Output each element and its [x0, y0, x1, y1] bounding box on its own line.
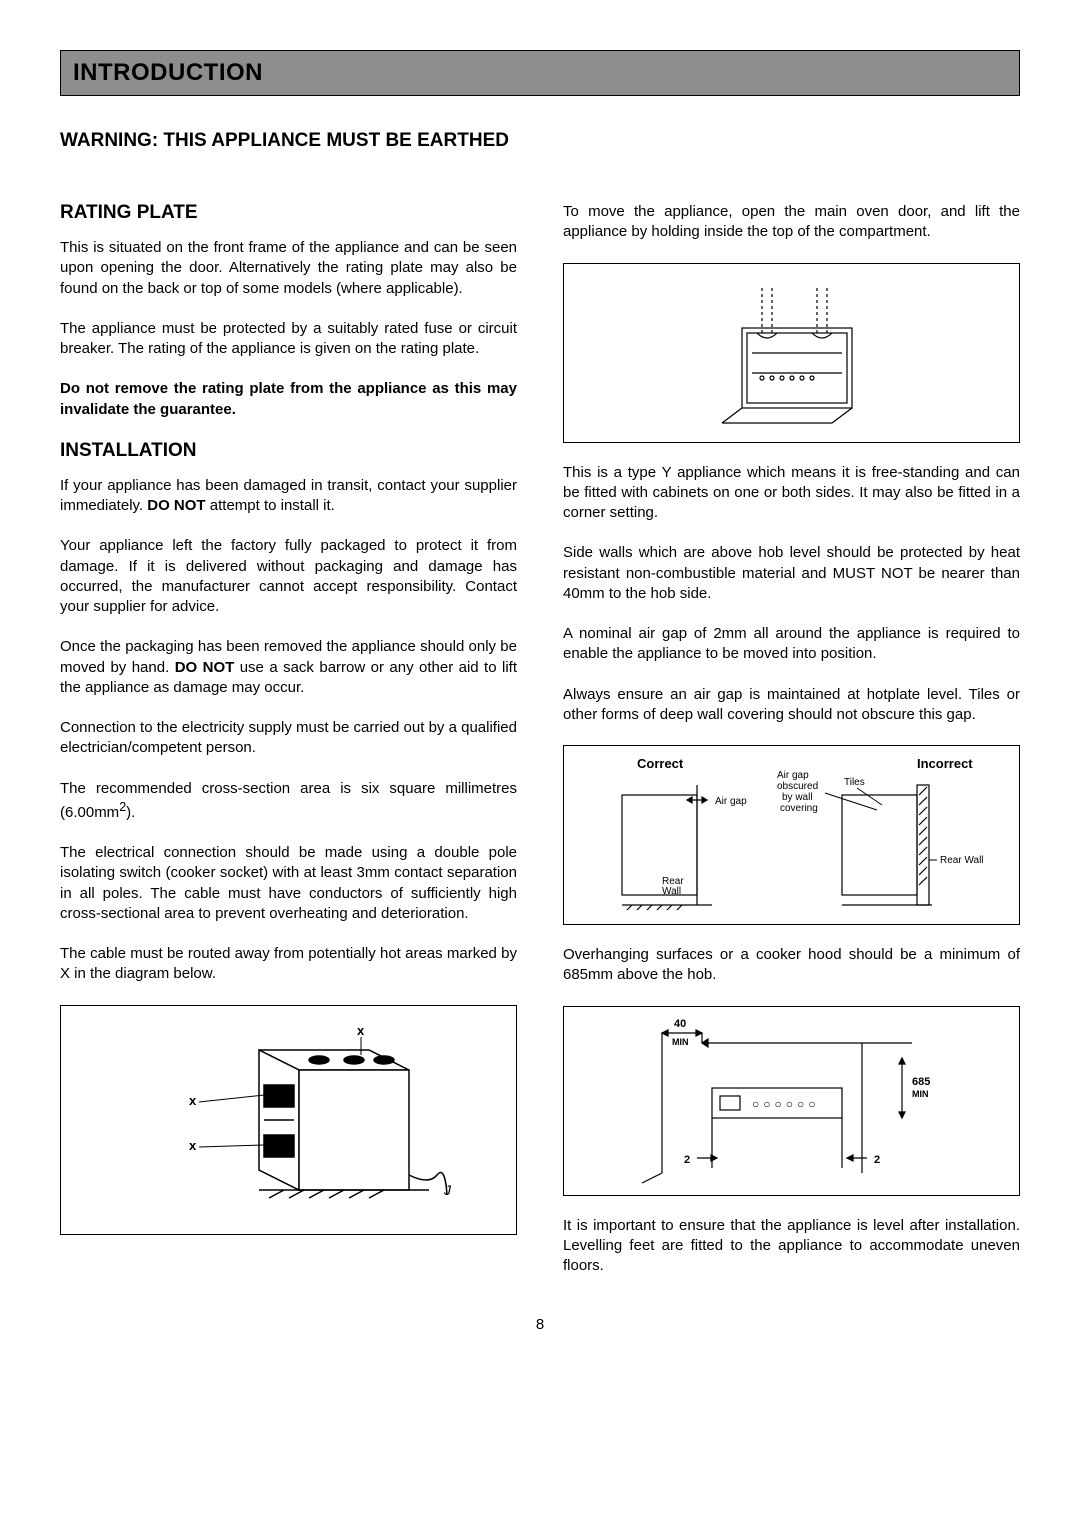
right-p7: It is important to ensure that the appli…: [563, 1216, 1020, 1277]
rating-p1: This is situated on the front frame of t…: [60, 238, 517, 299]
clearances-diagram-icon: 40 MIN 685 MIN ○○○○○○ 2 2: [602, 1013, 982, 1188]
install-p4: Connection to the electricity supply mus…: [60, 718, 517, 759]
install-p6: The electrical connection should be made…: [60, 843, 517, 924]
do-not-bold: DO NOT: [175, 659, 235, 676]
lifting-diagram-icon: [692, 278, 892, 428]
earthing-warning: WARNING: THIS APPLIANCE MUST BE EARTHED: [60, 130, 1020, 152]
two-label: 2: [874, 1154, 880, 1166]
install-p5: The recommended cross-section area is si…: [60, 779, 517, 824]
figure-lifting: [563, 263, 1020, 443]
install-p2: Your appliance left the factory fully pa…: [60, 536, 517, 617]
text-fragment: ).: [126, 804, 135, 821]
rating-p2: The appliance must be protected by a sui…: [60, 319, 517, 360]
obscured-label: Air gap: [777, 770, 809, 781]
text-fragment: attempt to install it.: [206, 497, 335, 514]
x-label: x: [189, 1138, 197, 1153]
obscured-label: obscured: [777, 781, 818, 792]
rating-plate-heading: RATING PLATE: [60, 202, 517, 224]
figure-hot-areas: x x x J: [60, 1005, 517, 1235]
page-number: 8: [60, 1316, 1020, 1333]
install-p7: The cable must be routed away from poten…: [60, 944, 517, 985]
six85-label: 685: [912, 1076, 930, 1088]
min-label: MIN: [672, 1037, 689, 1047]
figure-airgap: Correct Incorrect: [563, 745, 1020, 925]
installation-heading: INSTALLATION: [60, 440, 517, 462]
x-label: x: [357, 1023, 365, 1038]
forty-label: 40: [674, 1018, 686, 1030]
airgap-diagram-icon: Correct Incorrect: [582, 750, 1002, 920]
install-p1: If your appliance has been damaged in tr…: [60, 476, 517, 517]
right-column: To move the appliance, open the main ove…: [563, 202, 1020, 1296]
j-label: J: [443, 1182, 452, 1198]
banner-title: INTRODUCTION: [73, 59, 1007, 87]
correct-label: Correct: [637, 756, 684, 771]
left-column: RATING PLATE This is situated on the fro…: [60, 202, 517, 1296]
obscured-label: by wall: [782, 792, 813, 803]
rear-wall-label: Wall: [662, 886, 681, 897]
page: INTRODUCTION WARNING: THIS APPLIANCE MUS…: [0, 0, 1080, 1373]
rating-p3: Do not remove the rating plate from the …: [60, 379, 517, 420]
right-p3: Side walls which are above hob level sho…: [563, 543, 1020, 604]
incorrect-label: Incorrect: [917, 756, 973, 771]
right-p6: Overhanging surfaces or a cooker hood sh…: [563, 945, 1020, 986]
two-column-layout: RATING PLATE This is situated on the fro…: [60, 202, 1020, 1296]
do-not-bold: DO NOT: [147, 497, 205, 514]
install-p3: Once the packaging has been removed the …: [60, 637, 517, 698]
section-banner: INTRODUCTION: [60, 50, 1020, 96]
tiles-label: Tiles: [844, 777, 865, 788]
rear-wall-label: Rear Wall: [940, 855, 984, 866]
right-p4: A nominal air gap of 2mm all around the …: [563, 624, 1020, 665]
x-label: x: [189, 1093, 197, 1108]
right-p1: To move the appliance, open the main ove…: [563, 202, 1020, 243]
figure-clearances: 40 MIN 685 MIN ○○○○○○ 2 2: [563, 1006, 1020, 1196]
right-p5: Always ensure an air gap is maintained a…: [563, 685, 1020, 726]
two-label: 2: [684, 1154, 690, 1166]
air-gap-label: Air gap: [715, 796, 747, 807]
knobs-label: ○○○○○○: [752, 1097, 820, 1111]
obscured-label: covering: [780, 803, 818, 814]
right-p2: This is a type Y appliance which means i…: [563, 463, 1020, 524]
hot-areas-diagram-icon: x x x J: [109, 1015, 469, 1225]
min-label: MIN: [912, 1089, 929, 1099]
